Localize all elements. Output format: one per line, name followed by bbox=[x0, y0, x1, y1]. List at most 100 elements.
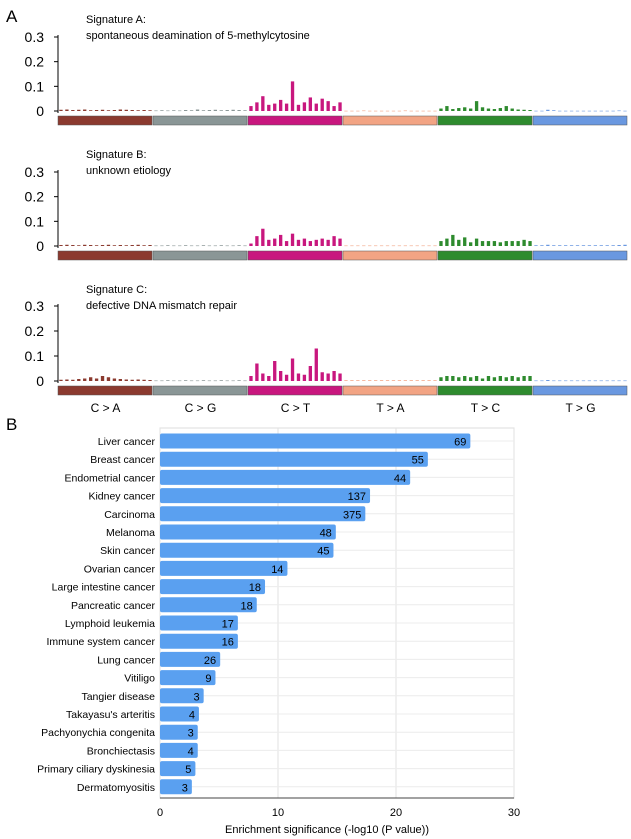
signature-bar bbox=[457, 377, 461, 381]
signature-bar bbox=[617, 380, 621, 382]
signature-bar bbox=[94, 110, 99, 111]
signature-bar bbox=[249, 106, 253, 111]
signature-bar bbox=[77, 379, 81, 381]
y-tick-label: 0.2 bbox=[25, 323, 45, 339]
signature-bar bbox=[207, 245, 212, 247]
signature-bar bbox=[611, 380, 615, 382]
signature-bar bbox=[581, 110, 586, 112]
signature-bar bbox=[255, 236, 259, 246]
signature-bar bbox=[332, 106, 336, 111]
signature-bar bbox=[219, 110, 223, 111]
signature-bar bbox=[284, 103, 289, 111]
signature-bar bbox=[498, 242, 503, 246]
signature-bar bbox=[320, 238, 324, 246]
signature-bar bbox=[492, 377, 497, 381]
signature-bar bbox=[166, 110, 170, 112]
signature-bar bbox=[546, 244, 550, 246]
signature-bar bbox=[445, 376, 449, 381]
signature-bar bbox=[255, 363, 259, 381]
class-strip-segment bbox=[342, 385, 438, 396]
category-label: Kidney cancer bbox=[88, 491, 155, 503]
enrichment-bar bbox=[160, 615, 238, 631]
category-label: Vitiligo bbox=[124, 673, 155, 685]
signature-bar bbox=[409, 110, 413, 112]
signature-bar bbox=[385, 380, 390, 381]
class-strip-segment bbox=[152, 385, 248, 396]
x-tick-label: 20 bbox=[390, 807, 402, 819]
signature-bar bbox=[308, 97, 313, 111]
signature-bar bbox=[563, 380, 568, 382]
signature-bar bbox=[338, 238, 342, 246]
signature-bar bbox=[546, 380, 550, 381]
signature-bar bbox=[249, 243, 253, 246]
class-strip-segment bbox=[57, 115, 153, 126]
bar-value-label: 48 bbox=[320, 528, 332, 540]
signature-bar bbox=[391, 245, 396, 247]
signature-bar bbox=[124, 379, 128, 381]
signature-bar bbox=[231, 245, 235, 247]
class-strip-segment bbox=[342, 250, 438, 261]
signature-bar bbox=[611, 245, 615, 246]
class-label: T > G bbox=[565, 401, 595, 415]
signature-bar bbox=[130, 245, 134, 246]
signature-bar bbox=[379, 110, 384, 112]
signature-bar bbox=[391, 110, 396, 112]
category-label: Melanoma bbox=[106, 527, 155, 539]
signature-bar bbox=[273, 361, 277, 381]
signature-bar bbox=[213, 109, 218, 111]
signature-bar bbox=[433, 380, 437, 381]
signature-bar bbox=[356, 380, 360, 381]
signature-bar bbox=[326, 239, 330, 246]
signature-plot-1: 0 0.1 0.2 0.3 Signature B: unknown etiology bbox=[25, 149, 628, 261]
signature-bar bbox=[314, 239, 318, 246]
bar-value-label: 16 bbox=[222, 637, 234, 649]
y-tick-label: 0.1 bbox=[25, 78, 45, 94]
signature-bar bbox=[403, 110, 408, 112]
category-label: Immune system cancer bbox=[46, 636, 155, 648]
signature-bar bbox=[368, 110, 372, 112]
signature-bar bbox=[356, 110, 360, 112]
signature-bar bbox=[605, 380, 609, 382]
signature-bar bbox=[118, 109, 123, 111]
signature-bar bbox=[409, 245, 413, 247]
enrichment-bar bbox=[160, 560, 288, 576]
signature-bar bbox=[427, 110, 431, 112]
signature-bar bbox=[183, 110, 188, 111]
signature-bar bbox=[314, 348, 318, 381]
enrichment-bar bbox=[160, 597, 257, 613]
category-label: Endometrial cancer bbox=[65, 472, 156, 484]
signature-bar bbox=[278, 371, 283, 381]
category-label: Lung cancer bbox=[97, 654, 155, 666]
signature-bar bbox=[183, 245, 188, 246]
signature-bar bbox=[112, 110, 117, 111]
signature-bar bbox=[445, 238, 449, 246]
signature-bar bbox=[403, 380, 408, 381]
enrichment-bar bbox=[160, 488, 371, 504]
signature-bar bbox=[362, 110, 366, 112]
signature-bar bbox=[587, 110, 592, 112]
bar-value-label: 55 bbox=[412, 455, 424, 467]
category-label: Carcinoma bbox=[104, 509, 155, 521]
signature-bar bbox=[189, 245, 194, 247]
signature-bar bbox=[617, 110, 621, 112]
signature-bar bbox=[326, 101, 330, 111]
signature-bar bbox=[617, 245, 621, 246]
signature-bar bbox=[344, 110, 348, 112]
signature-bar bbox=[332, 236, 336, 246]
signature-bar bbox=[599, 245, 603, 246]
y-tick-label: 0 bbox=[36, 103, 44, 119]
signature-bar bbox=[379, 245, 384, 247]
signature-bar bbox=[474, 101, 479, 111]
signature-bar bbox=[166, 245, 170, 246]
signature-bar bbox=[314, 103, 318, 111]
bar-value-label: 137 bbox=[348, 491, 366, 503]
signature-bar bbox=[599, 380, 603, 382]
signature-bar bbox=[510, 376, 514, 381]
class-strip-segment bbox=[247, 250, 343, 261]
signature-bar bbox=[284, 241, 289, 246]
signature-bar bbox=[130, 379, 134, 381]
signature-bar bbox=[468, 242, 473, 246]
signature-bar bbox=[350, 245, 354, 247]
signature-bar bbox=[88, 245, 93, 246]
